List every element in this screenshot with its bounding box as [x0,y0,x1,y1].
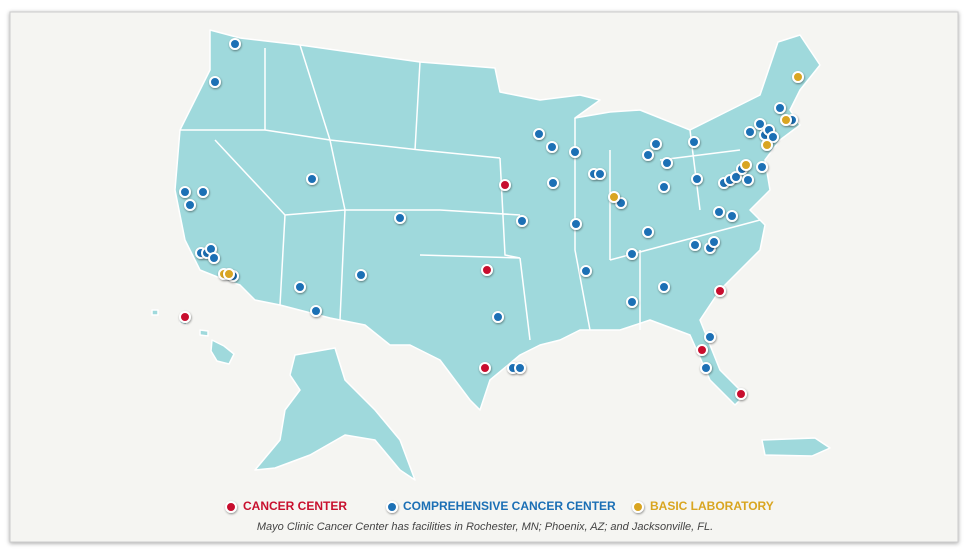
location-dot [208,252,220,264]
location-dot [744,126,756,138]
location-dot [704,331,716,343]
location-dot [740,159,752,171]
location-dot [594,168,606,180]
legend-dot [386,501,398,513]
location-dot [223,268,235,280]
alaska [254,347,416,481]
location-dot [229,38,241,50]
location-dot [661,157,673,169]
location-dot [533,128,545,140]
location-dot [713,206,725,218]
puerto-rico [761,437,831,457]
location-dot [294,281,306,293]
location-dot [689,239,701,251]
location-dot [792,71,804,83]
location-dot [626,296,638,308]
state-lines [180,44,761,341]
location-dot [708,236,720,248]
legend-label: CANCER CENTER [243,499,347,513]
location-dot [516,215,528,227]
location-dot [355,269,367,281]
location-dot [179,311,191,323]
location-dot [658,281,670,293]
location-dot [310,305,322,317]
location-dot [179,186,191,198]
legend-label: BASIC LABORATORY [650,499,774,513]
location-dot [696,344,708,356]
legend-dot [632,501,644,513]
location-dot [714,285,726,297]
legend-label: COMPREHENSIVE CANCER CENTER [403,499,616,513]
location-dot [514,362,526,374]
us-mainland [174,29,821,411]
location-dot [691,173,703,185]
location-dot [394,212,406,224]
location-dot [546,141,558,153]
location-dot [756,161,768,173]
location-dot [767,131,779,143]
hawaii [151,309,235,365]
location-dot [774,102,786,114]
location-dot [626,248,638,260]
location-dot [197,186,209,198]
location-dot [730,171,742,183]
location-dot [735,388,747,400]
location-dot [492,311,504,323]
location-dot [650,138,662,150]
location-dot [580,265,592,277]
location-dot [499,179,511,191]
caption: Mayo Clinic Cancer Center has facilities… [257,521,713,533]
location-dot [481,264,493,276]
location-dot [569,146,581,158]
location-dot [688,136,700,148]
location-dot [726,210,738,222]
location-dot [570,218,582,230]
location-dot [608,191,620,203]
location-dot [761,139,773,151]
location-dot [479,362,491,374]
legend-dot [225,501,237,513]
location-dot [780,114,792,126]
location-dot [742,174,754,186]
location-dot [209,76,221,88]
location-dot [306,173,318,185]
location-dot [184,199,196,211]
location-dot [754,118,766,130]
location-dot [700,362,712,374]
location-dot [642,149,654,161]
location-dot [547,177,559,189]
location-dot [642,226,654,238]
location-dot [658,181,670,193]
